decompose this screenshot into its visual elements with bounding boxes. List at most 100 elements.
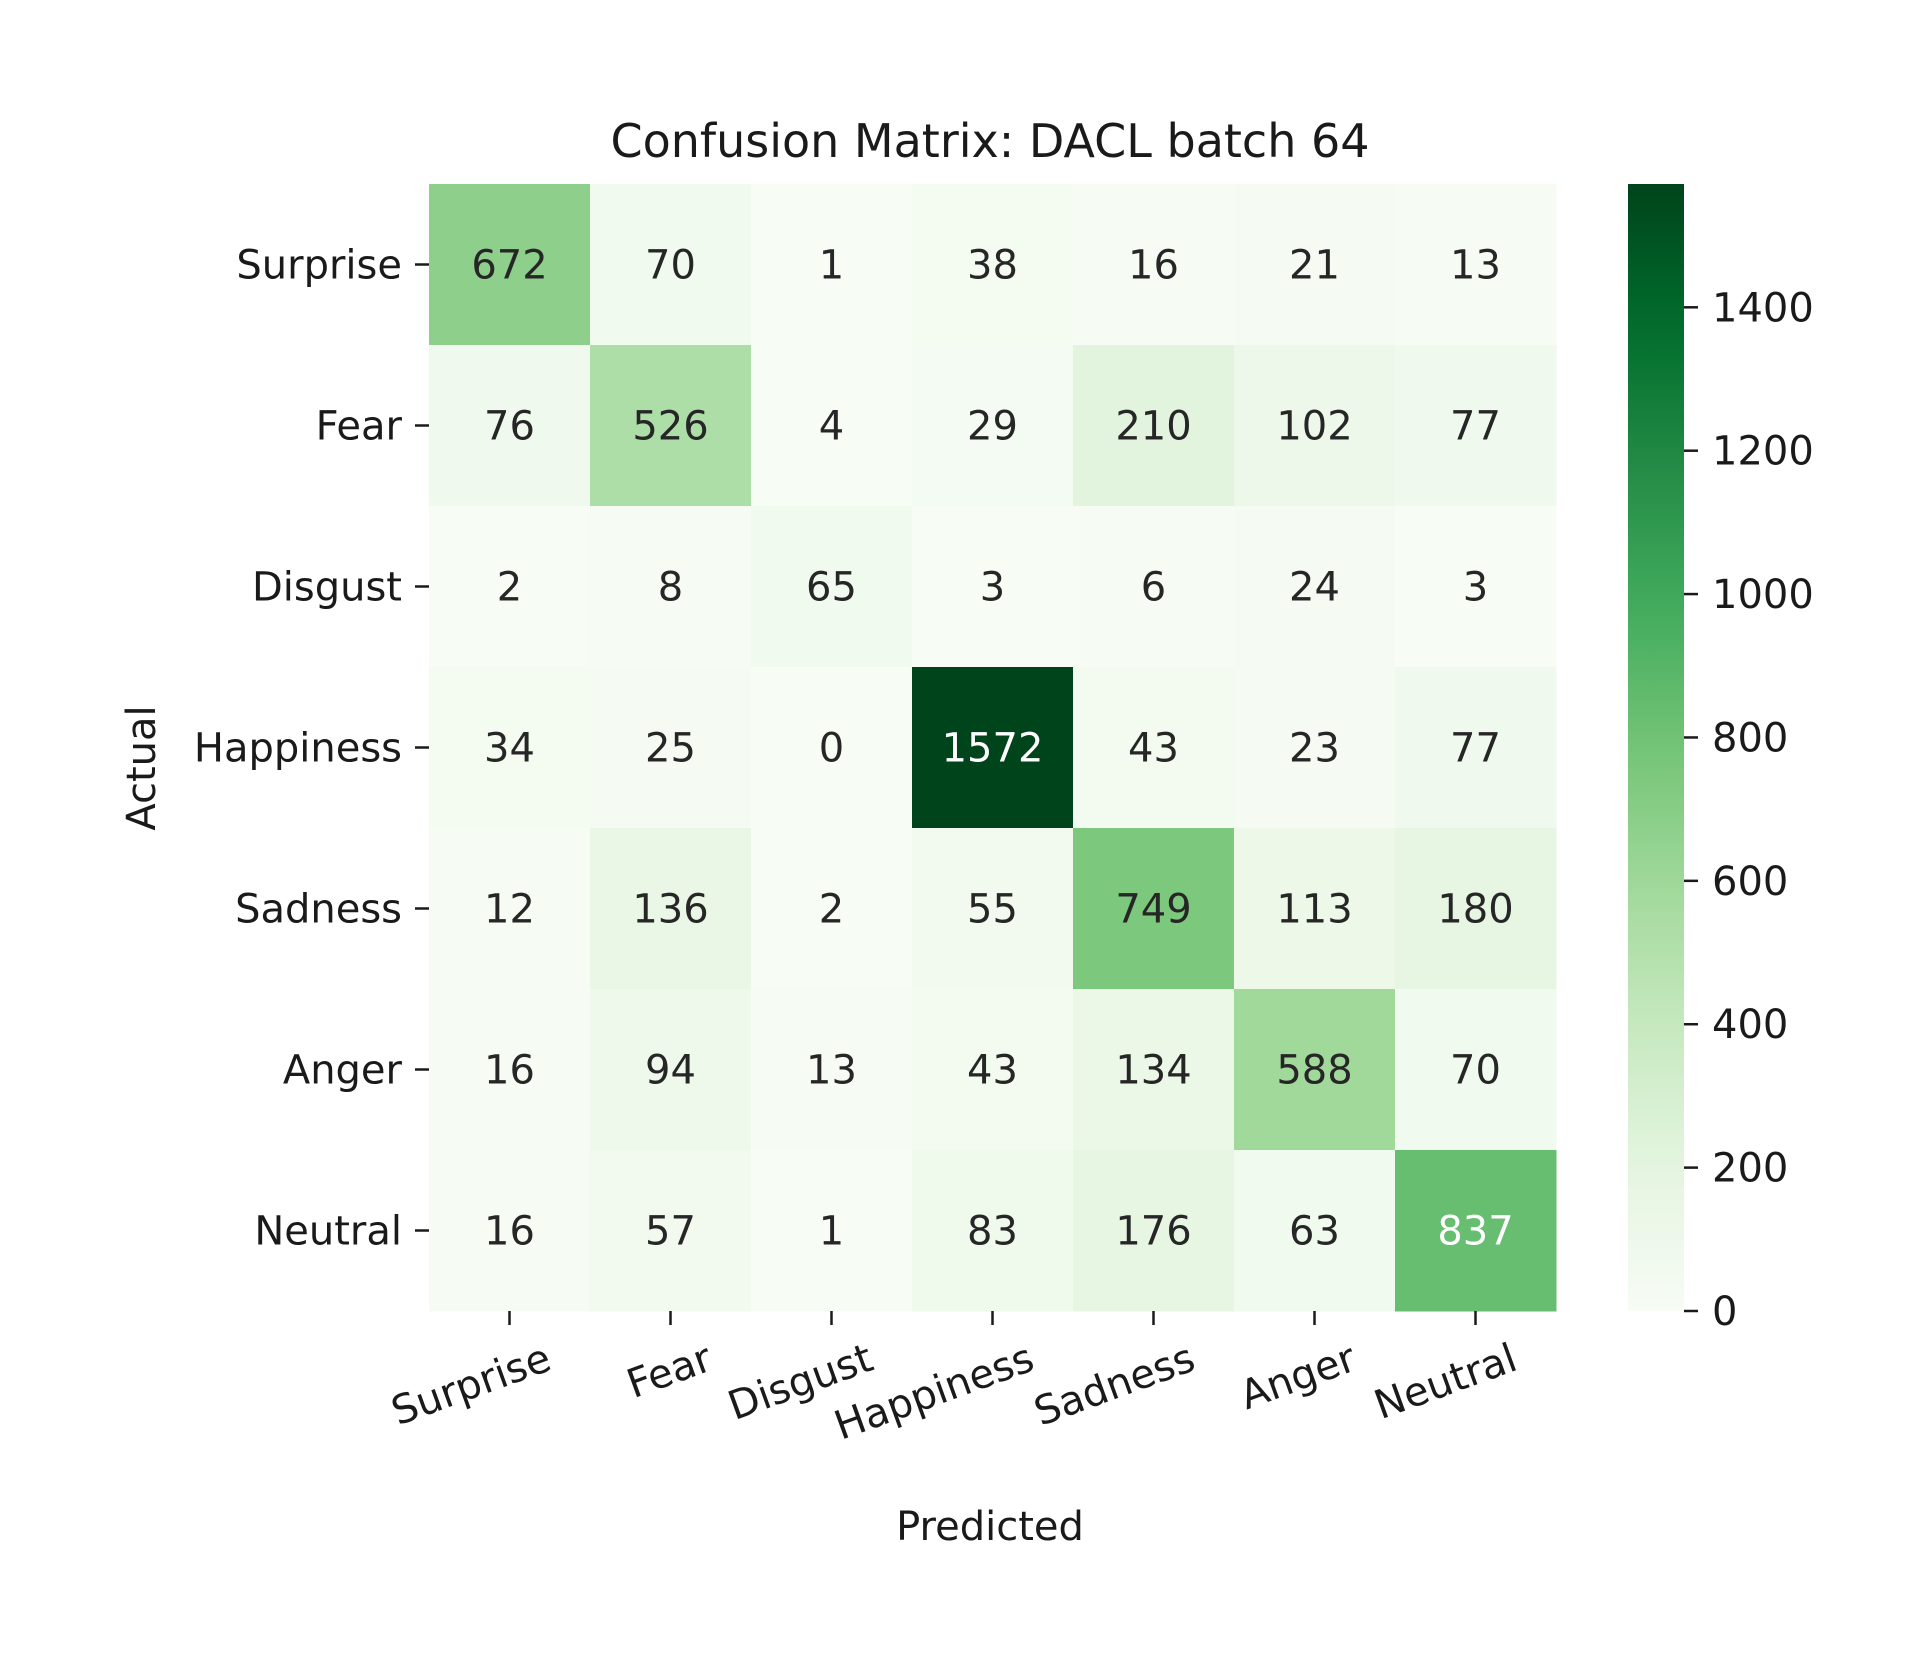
cell-neutral-happiness [912, 1150, 1074, 1312]
colorbar-tick-label-200: 200 [1712, 1146, 1788, 1192]
cell-neutral-anger-label: 63 [1289, 1209, 1340, 1255]
cell-sadness-anger-label: 113 [1276, 887, 1352, 933]
y-tick-label-anger: Anger [283, 1048, 403, 1094]
x-axis-label: Predicted [896, 1504, 1084, 1550]
colorbar-tick-label-1200: 1200 [1712, 429, 1814, 475]
cell-anger-anger-label: 588 [1276, 1048, 1352, 1094]
cell-anger-surprise-label: 16 [484, 1048, 535, 1094]
cell-disgust-anger-label: 24 [1289, 565, 1340, 611]
cell-sadness-fear [590, 828, 752, 990]
cell-neutral-happiness-label: 83 [967, 1209, 1018, 1255]
cell-fear-sadness [1073, 345, 1235, 507]
cell-neutral-fear-label: 57 [645, 1209, 696, 1255]
cell-happiness-fear [590, 667, 752, 829]
cell-disgust-disgust-label: 65 [806, 565, 857, 611]
cell-neutral-anger [1234, 1150, 1396, 1312]
cell-anger-fear [590, 989, 752, 1151]
cell-fear-happiness-label: 29 [967, 404, 1018, 450]
cell-fear-anger-label: 102 [1276, 404, 1352, 450]
colorbar-tick-label-0: 0 [1712, 1289, 1737, 1335]
cell-sadness-neutral-label: 180 [1437, 887, 1513, 933]
cell-surprise-neutral [1395, 184, 1557, 346]
cell-surprise-fear-label: 70 [645, 243, 696, 289]
cell-fear-surprise [429, 345, 591, 507]
cell-happiness-happiness [912, 667, 1074, 829]
cell-sadness-sadness-label: 749 [1115, 887, 1191, 933]
y-axis: Surprise Fear Disgust Happiness Sadness Anger… [194, 243, 429, 1255]
cell-happiness-sadness [1073, 667, 1235, 829]
y-tick-label-happiness: Happiness [194, 726, 402, 772]
cell-happiness-surprise [429, 667, 591, 829]
chart-title: Confusion Matrix: DACL batch 64 [610, 114, 1369, 168]
cell-happiness-anger-label: 23 [1289, 726, 1340, 772]
cell-sadness-fear-label: 136 [632, 887, 708, 933]
cell-fear-fear [590, 345, 752, 507]
cell-surprise-disgust [751, 184, 913, 346]
cell-surprise-surprise-label: 672 [471, 243, 547, 289]
cell-happiness-anger [1234, 667, 1396, 829]
cell-surprise-neutral-label: 13 [1450, 243, 1501, 289]
cell-happiness-disgust [751, 667, 913, 829]
cell-sadness-happiness [912, 828, 1074, 990]
cell-happiness-neutral [1395, 667, 1557, 829]
cell-fear-surprise-label: 76 [484, 404, 535, 450]
cell-anger-disgust [751, 989, 913, 1151]
cell-anger-surprise [429, 989, 591, 1151]
cell-anger-happiness-label: 43 [967, 1048, 1018, 1094]
colorbar-tick-label-600: 600 [1712, 859, 1788, 905]
colorbar-gradient [1628, 184, 1684, 1311]
cell-surprise-sadness-label: 16 [1128, 243, 1179, 289]
cell-anger-sadness [1073, 989, 1235, 1151]
cell-happiness-neutral-label: 77 [1450, 726, 1501, 772]
cell-sadness-sadness [1073, 828, 1235, 990]
cell-surprise-surprise [429, 184, 591, 346]
cell-surprise-happiness-label: 38 [967, 243, 1018, 289]
cell-surprise-fear [590, 184, 752, 346]
cell-surprise-disgust-label: 1 [819, 243, 844, 289]
cell-anger-sadness-label: 134 [1115, 1048, 1191, 1094]
cell-surprise-anger-label: 21 [1289, 243, 1340, 289]
cell-surprise-anger [1234, 184, 1396, 346]
cell-disgust-surprise [429, 506, 591, 668]
cell-disgust-sadness [1073, 506, 1235, 668]
cell-happiness-happiness-label: 1572 [942, 726, 1044, 772]
cell-sadness-disgust-label: 2 [819, 887, 844, 933]
cell-neutral-sadness-label: 176 [1115, 1209, 1191, 1255]
cell-anger-neutral [1395, 989, 1557, 1151]
colorbar: 0 200 400 600 800 1000 1200 1400 [1628, 184, 1814, 1335]
cell-neutral-neutral [1395, 1150, 1557, 1312]
cell-neutral-neutral-label: 837 [1437, 1209, 1513, 1255]
cell-happiness-disgust-label: 0 [819, 726, 844, 772]
cell-surprise-happiness [912, 184, 1074, 346]
y-tick-label-sadness: Sadness [235, 887, 402, 933]
cell-sadness-surprise-label: 12 [484, 887, 535, 933]
cell-fear-anger [1234, 345, 1396, 507]
cell-disgust-surprise-label: 2 [497, 565, 522, 611]
y-tick-label-fear: Fear [316, 404, 403, 450]
cell-neutral-surprise-label: 16 [484, 1209, 535, 1255]
cell-sadness-anger [1234, 828, 1396, 990]
cell-anger-disgust-label: 13 [806, 1048, 857, 1094]
cell-disgust-happiness-label: 3 [980, 565, 1005, 611]
cell-fear-disgust [751, 345, 913, 507]
cell-neutral-fear [590, 1150, 752, 1312]
cell-disgust-anger [1234, 506, 1396, 668]
cell-happiness-surprise-label: 34 [484, 726, 535, 772]
cell-happiness-fear-label: 25 [645, 726, 696, 772]
cell-anger-fear-label: 94 [645, 1048, 696, 1094]
cell-fear-sadness-label: 210 [1115, 404, 1191, 450]
cell-anger-neutral-label: 70 [1450, 1048, 1501, 1094]
cell-disgust-fear-label: 8 [658, 565, 683, 611]
cell-disgust-disgust [751, 506, 913, 668]
cell-sadness-happiness-label: 55 [967, 887, 1018, 933]
y-tick-label-surprise: Surprise [236, 243, 402, 289]
colorbar-tick-label-400: 400 [1712, 1002, 1788, 1048]
cell-fear-disgust-label: 4 [819, 404, 844, 450]
cell-disgust-fear [590, 506, 752, 668]
y-axis-label: Actual [119, 705, 165, 830]
cell-disgust-neutral-label: 3 [1463, 565, 1488, 611]
cell-fear-neutral-label: 77 [1450, 404, 1501, 450]
cell-neutral-disgust-label: 1 [819, 1209, 844, 1255]
